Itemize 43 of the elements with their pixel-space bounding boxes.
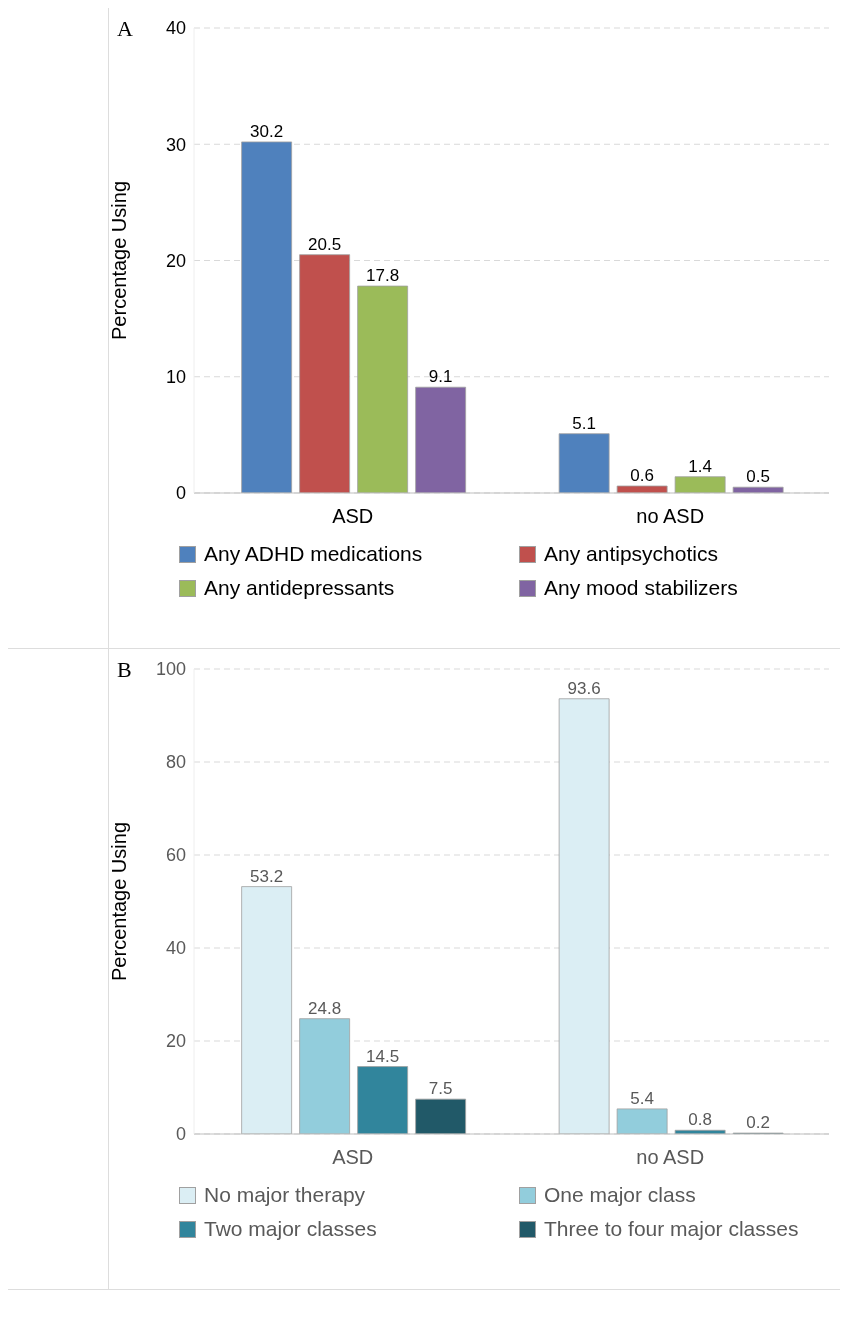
y-tick-label: 0 [175, 483, 186, 504]
data-label: 53.2 [250, 866, 284, 886]
data-label: 5.1 [572, 413, 596, 433]
data-label: 7.5 [428, 1079, 453, 1099]
y-tick-label: 20 [165, 1031, 186, 1052]
data-label: 30.2 [250, 121, 284, 141]
y-tick-label: 30 [165, 134, 186, 155]
data-label: 20.5 [308, 234, 342, 254]
data-label: 17.8 [366, 266, 400, 286]
y-axis-title: Percentage Using [108, 181, 131, 340]
data-label: 24.8 [308, 998, 342, 1018]
data-label: 9.1 [428, 367, 453, 387]
data-label: 0.2 [746, 1113, 770, 1133]
y-tick-label: 100 [155, 659, 186, 680]
chart-title: B [117, 657, 132, 683]
legend-label: Any antidepressants [204, 576, 395, 600]
legend-label: One major class [544, 1183, 696, 1207]
x-tick-label: ASD [332, 1146, 374, 1169]
data-label: 5.4 [630, 1088, 654, 1108]
chart-title: A [117, 16, 133, 42]
y-tick-label: 60 [165, 845, 186, 866]
x-tick-label: ASD [332, 505, 374, 528]
legend-label: Three to four major classes [544, 1217, 799, 1241]
y-tick-label: 80 [165, 752, 186, 773]
y-tick-label: 40 [165, 938, 186, 959]
y-tick-label: 0 [175, 1124, 186, 1145]
x-tick-label: no ASD [636, 1146, 705, 1169]
legend-label: No major therapy [204, 1183, 366, 1207]
data-label: 93.6 [567, 678, 601, 698]
x-tick-label: no ASD [636, 505, 705, 528]
legend-label: Any ADHD medications [204, 542, 423, 566]
data-label: 1.4 [688, 456, 712, 476]
legend-label: Any antipsychotics [544, 542, 718, 566]
y-tick-label: 10 [165, 367, 186, 388]
y-tick-label: 40 [165, 18, 186, 39]
legend-label: Two major classes [204, 1217, 377, 1241]
data-label: 0.5 [746, 467, 770, 487]
data-label: 0.8 [688, 1110, 712, 1130]
y-axis-title: Percentage Using [108, 822, 131, 981]
data-label: 0.6 [630, 466, 654, 486]
legend-label: Any mood stabilizers [544, 576, 738, 600]
y-tick-label: 20 [165, 250, 186, 271]
data-label: 14.5 [366, 1046, 400, 1066]
